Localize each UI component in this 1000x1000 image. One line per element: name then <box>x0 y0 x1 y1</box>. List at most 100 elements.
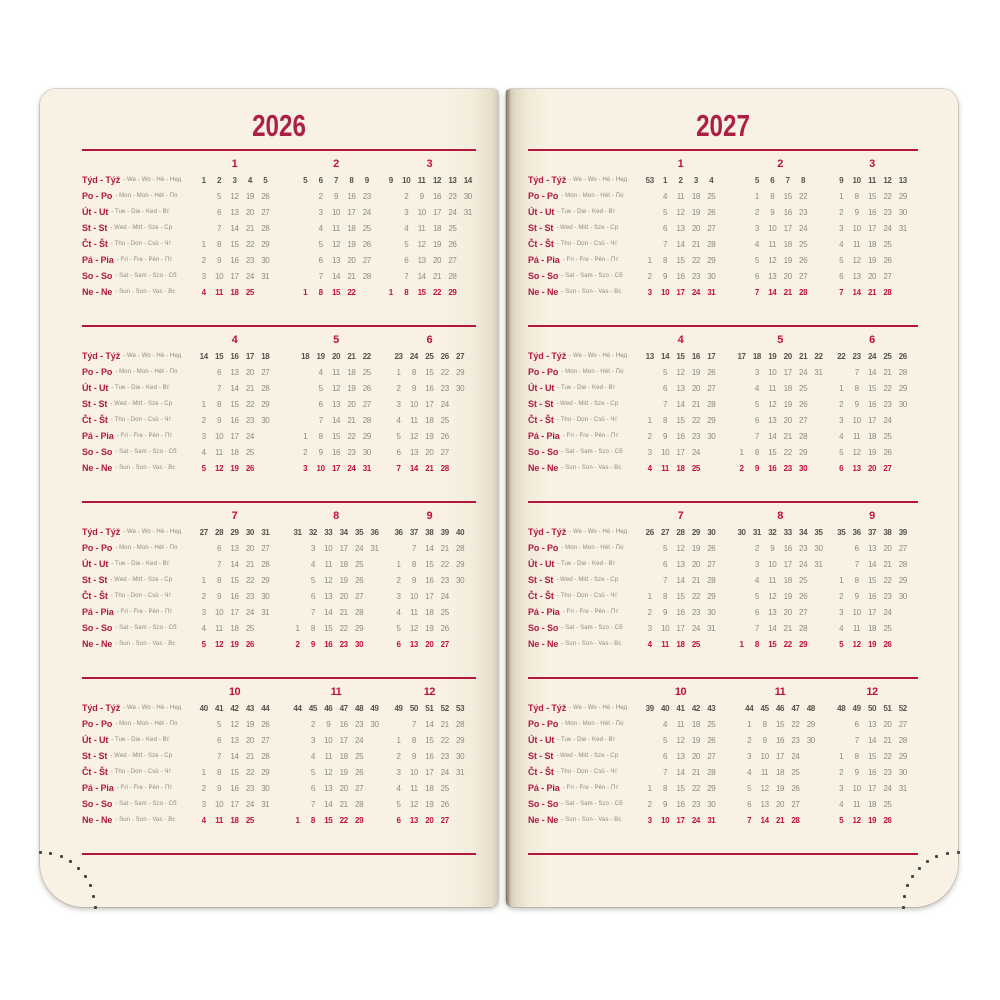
day-cell: 17 <box>425 591 434 601</box>
day-cell: 3 <box>318 207 323 217</box>
week-number-cell: 9 <box>364 175 369 185</box>
day-cell: 8 <box>217 575 222 585</box>
day-cell: 14 <box>676 399 685 409</box>
day-cell: 24 <box>883 783 892 793</box>
day-cell: 23 <box>440 383 450 393</box>
day-cell <box>734 540 749 556</box>
day-cell: 29 <box>261 767 270 777</box>
day-cell <box>460 252 475 268</box>
perforation-dot <box>89 884 93 888</box>
weekday-label-bold: Ne - Ne <box>528 287 559 297</box>
day-cell: 27 <box>883 271 892 281</box>
day-cell: 26 <box>799 255 808 265</box>
month-slot: 7 27 1 2 3 4 5 28 6 7 8 9 10 11 12 29 13 14 15 16 17 18 19 30 20… <box>196 508 289 677</box>
week-number-cell: 33 <box>783 527 793 537</box>
day-cell: 15 <box>324 623 333 633</box>
sunday-cell: 31 <box>707 815 716 825</box>
day-cell: 1 <box>839 383 844 393</box>
day-cell: 2 <box>310 719 315 729</box>
day-cell <box>834 540 849 556</box>
weekday-label-bold: Čt - Št <box>82 239 108 249</box>
day-cell <box>196 188 211 204</box>
day-cell: 8 <box>754 447 759 457</box>
day-cell: 18 <box>867 623 877 633</box>
day-cell: 15 <box>676 591 685 601</box>
day-cell: 23 <box>691 431 701 441</box>
weekday-label-row: Po - Po - Mon - Mon - Hét - По <box>82 188 196 204</box>
sunday-cell: 16 <box>324 639 333 649</box>
week-number-cell: 43 <box>707 703 716 713</box>
day-cell <box>895 604 910 620</box>
day-cell <box>367 572 382 588</box>
month-grid: 9 1 2 3 4 5 6 7 10 8 9 10 11 12 13 14 11 15 16 17 18 19 20 21 12… <box>834 172 911 300</box>
weekday-label-translations: - Fri - Fre - Pén - Пт <box>116 785 173 791</box>
weekday-label-bold: Ne - Ne <box>82 287 113 297</box>
day-cell: 27 <box>898 543 908 553</box>
day-cell: 20 <box>691 559 701 569</box>
weekday-label-row: Ne - Ne - Sun - Son - Vas - Вс <box>528 812 642 828</box>
day-cell: 30 <box>370 719 379 729</box>
weekday-label-translations: - Tue - Die - Ked - Вт <box>557 209 616 215</box>
day-cell: 1 <box>839 751 844 761</box>
week-number-cell: 46 <box>324 703 333 713</box>
day-cell: 6 <box>310 783 315 793</box>
day-cell: 30 <box>898 399 908 409</box>
sunday-cell: 13 <box>409 639 419 649</box>
day-cell: 11 <box>332 367 340 377</box>
day-cell: 3 <box>747 751 752 761</box>
day-cell: 18 <box>867 431 877 441</box>
sunday-cell: 22 <box>432 287 442 297</box>
day-cell <box>367 732 382 748</box>
weekday-label-translations: - Mon - Mon - Hét - По <box>115 721 178 727</box>
weekday-label-bold: Pá - Pia <box>82 255 114 265</box>
sunday-cell: 3 <box>303 463 308 473</box>
day-cell <box>811 412 826 428</box>
month-number: 1 <box>677 158 684 170</box>
weekday-label-bold: So - So <box>82 623 113 633</box>
day-cell: 25 <box>245 623 255 633</box>
day-cell: 2 <box>754 543 759 553</box>
month-slot: 1 1 1 2 3 4 2 5 6 7 8 9 10 11 3 12 13 14 15 16 17 18 4 19 20 21 22… <box>196 156 289 325</box>
day-cell: 26 <box>791 783 800 793</box>
day-cell: 2 <box>647 607 652 617</box>
weekday-label-translations: - Fri - Fre - Pén - Пт <box>116 257 173 263</box>
sunday-cell: 1 <box>388 287 393 297</box>
month-number: 3 <box>869 158 875 170</box>
day-cell: 21 <box>691 239 701 249</box>
calendar-grid-2026: Týd - Týž - We - Wo - Hé - Нед Po - Po - Mo… <box>82 151 476 855</box>
sunday-cell: 22 <box>339 815 349 825</box>
day-cell: 8 <box>217 239 222 249</box>
day-cell: 22 <box>245 767 255 777</box>
day-cell: 8 <box>854 191 859 201</box>
day-cell <box>367 556 382 572</box>
month-2027-12: 12 48 1 2 3 4 5 49 6 7 8 9 10 11 12 50 13 14 15 16 17 18 19 51 2… <box>834 684 911 853</box>
day-cell <box>367 748 382 764</box>
day-cell <box>642 556 657 572</box>
sunday-cell: 14 <box>409 463 419 473</box>
sunday-cell: 4 <box>201 815 206 825</box>
day-cell: 1 <box>303 431 308 441</box>
weekday-label-bold: Út - Ut <box>82 559 109 569</box>
day-cell: 20 <box>245 367 255 377</box>
week-number-cell: 40 <box>661 703 670 713</box>
day-cell: 22 <box>339 623 349 633</box>
weekday-label-bold: So - So <box>528 447 559 457</box>
weekday-label-row: Po - Po - Mon - Mon - Hét - По <box>82 364 196 380</box>
month-slot: 10 40 1 2 3 4 41 5 6 7 8 9 10 11 42 12 13 14 15 16 17 18 43 19 2… <box>196 684 289 853</box>
week-number-cell: 32 <box>308 527 318 537</box>
week-number-cell: 8 <box>801 175 806 185</box>
day-cell: 27 <box>799 415 808 425</box>
day-cell: 16 <box>347 191 356 201</box>
day-cell: 12 <box>768 399 777 409</box>
day-cell <box>895 268 910 284</box>
day-cell: 9 <box>217 255 222 265</box>
sunday-cell: 12 <box>215 463 224 473</box>
day-cell: 14 <box>331 271 341 281</box>
day-cell: 21 <box>691 399 701 409</box>
weekday-label-translations: - Tue - Die - Ked - Вт <box>557 385 616 391</box>
weekday-label-row: Po - Po - Mon - Mon - Hét - По <box>82 716 196 732</box>
month-slot: 6 23 1 2 3 4 5 6 7 24 8 9 10 11 12 13 14 25 15 16 17 18 19 20 21… <box>383 332 476 501</box>
sunday-cell: 19 <box>230 463 239 473</box>
day-cell: 12 <box>852 255 862 265</box>
day-cell: 7 <box>663 399 668 409</box>
